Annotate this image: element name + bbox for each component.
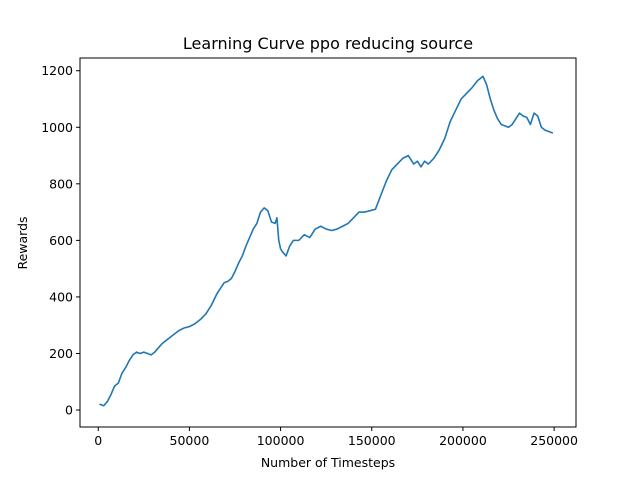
chart-title: Learning Curve ppo reducing source <box>183 34 473 53</box>
x-tick-label: 100000 <box>257 433 305 448</box>
y-tick-label: 1200 <box>41 63 73 78</box>
y-tick-label: 600 <box>49 233 73 248</box>
axes-frame <box>79 57 577 428</box>
x-tick-label: 200000 <box>439 433 487 448</box>
x-axis-label: Number of Timesteps <box>261 455 395 470</box>
y-axis-label: Rewards <box>15 216 30 269</box>
y-tick-label: 1000 <box>41 120 73 135</box>
y-axis: 0 200 400 600 800 1000 1200 <box>41 63 80 418</box>
x-tick-label: 50000 <box>170 433 210 448</box>
x-tick-label: 250000 <box>530 433 578 448</box>
series-line-0 <box>99 75 554 407</box>
y-tick-label: 400 <box>49 289 73 304</box>
x-axis: 0 50000 100000 150000 200000 250000 <box>94 427 578 448</box>
y-tick-label: 200 <box>49 346 73 361</box>
y-tick-label: 0 <box>65 403 73 418</box>
x-tick-label: 0 <box>94 433 102 448</box>
x-tick-label: 150000 <box>348 433 396 448</box>
y-tick-label: 800 <box>49 176 73 191</box>
plot-area <box>99 75 554 407</box>
